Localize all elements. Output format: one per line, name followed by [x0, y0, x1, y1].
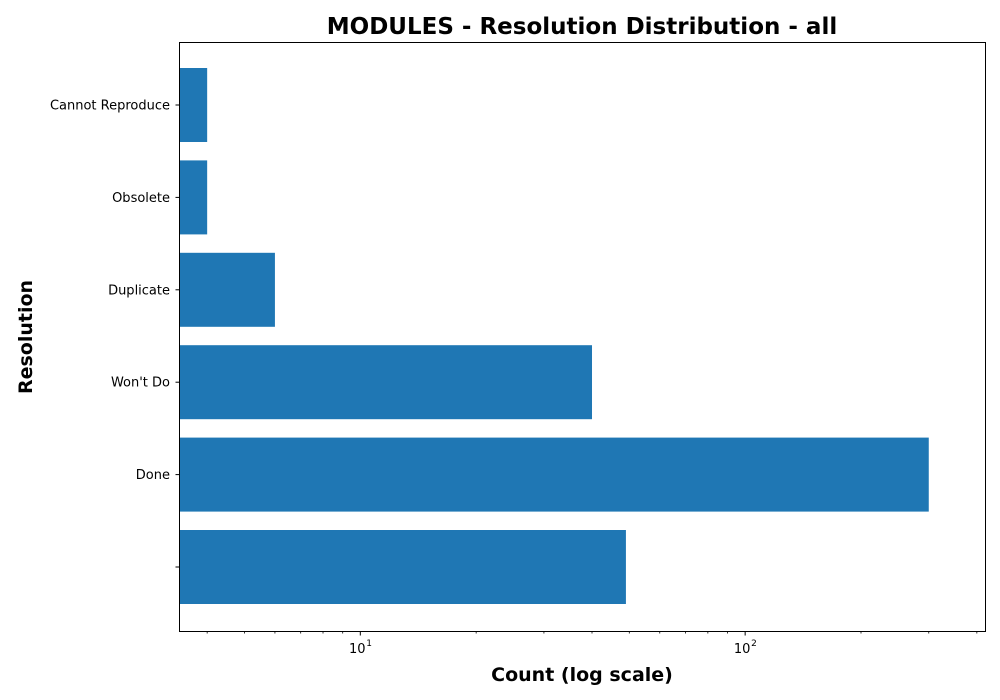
plot-frame: [179, 42, 986, 632]
bar: [180, 68, 208, 142]
y-tick-label: Won't Do: [111, 376, 170, 391]
y-tick-label: Duplicate: [108, 283, 170, 298]
x-axis-label: Count (log scale): [491, 664, 673, 686]
y-tick-label: Done: [136, 468, 170, 483]
chart-title: MODULES - Resolution Distribution - all: [327, 14, 837, 40]
bar: [180, 530, 626, 604]
x-axis-ticks: 10 1 10 2: [206, 631, 978, 657]
y-tick-label: Obsolete: [112, 191, 170, 206]
x-tick-exponent: 1: [366, 639, 372, 649]
bar: [180, 345, 593, 420]
x-tick-label: 10: [734, 642, 751, 657]
y-axis-label: Resolution: [15, 280, 37, 394]
bar: [180, 252, 275, 327]
bar: [180, 160, 208, 235]
bars-group: [180, 68, 929, 604]
x-tick-label: 10: [349, 642, 366, 657]
y-axis-ticks: Done Won't Do Duplicate Obsolete Cannot Repr…: [50, 99, 180, 568]
x-tick-exponent: 2: [751, 639, 757, 649]
y-tick-label: Cannot Reproduce: [50, 99, 170, 114]
bar: [180, 437, 929, 512]
